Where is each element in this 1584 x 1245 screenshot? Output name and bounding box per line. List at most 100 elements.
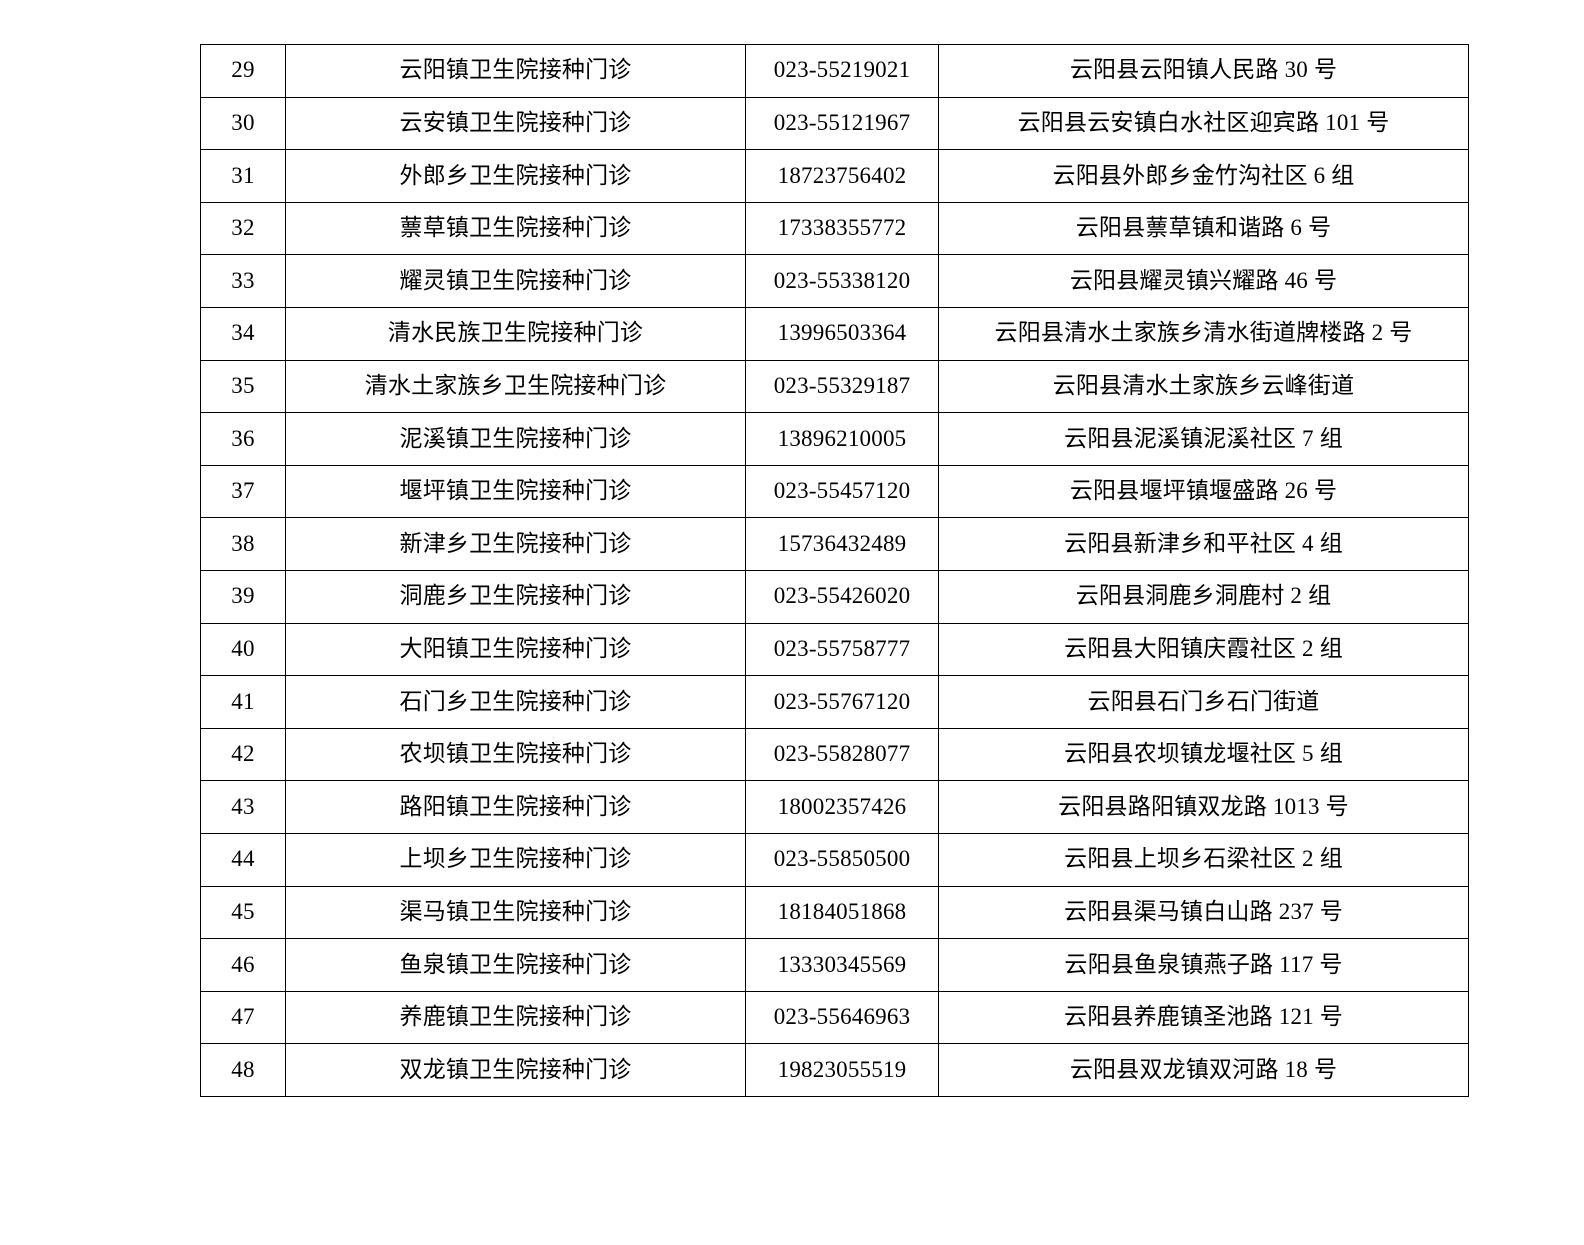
table-row: 39 洞鹿乡卫生院接种门诊 023-55426020 云阳县洞鹿乡洞鹿村 2 组 bbox=[200, 569, 1469, 624]
phone-number-cell: 13330345569 bbox=[745, 938, 939, 992]
clinic-name-cell: 蔈草镇卫生院接种门诊 bbox=[285, 201, 746, 256]
row-index-cell: 48 bbox=[200, 1043, 286, 1097]
phone-number-cell: 023-55850500 bbox=[745, 832, 939, 887]
row-index-cell: 41 bbox=[200, 675, 286, 729]
table-row: 43 路阳镇卫生院接种门诊 18002357426 云阳县路阳镇双龙路 1013 号 bbox=[200, 780, 1469, 834]
address-cell: 云阳县云阳镇人民路 30 号 bbox=[938, 44, 1469, 98]
row-index-cell: 47 bbox=[200, 990, 286, 1045]
clinic-name-cell: 养鹿镇卫生院接种门诊 bbox=[285, 990, 746, 1045]
row-index-cell: 37 bbox=[200, 464, 286, 519]
row-index-cell: 34 bbox=[200, 306, 286, 361]
table-row: 34 清水民族卫生院接种门诊 13996503364 云阳县清水土家族乡清水街道牌楼路… bbox=[200, 306, 1469, 361]
row-index-cell: 35 bbox=[200, 359, 286, 414]
row-index-cell: 43 bbox=[200, 780, 286, 834]
address-cell: 云阳县云安镇白水社区迎宾路 101 号 bbox=[938, 96, 1469, 151]
phone-number-cell: 13996503364 bbox=[745, 306, 939, 361]
phone-number-cell: 17338355772 bbox=[745, 201, 939, 256]
phone-number-cell: 023-55329187 bbox=[745, 359, 939, 414]
row-index-cell: 33 bbox=[200, 254, 286, 308]
table-row: 33 耀灵镇卫生院接种门诊 023-55338120 云阳县耀灵镇兴耀路 46 号 bbox=[200, 254, 1469, 308]
phone-number-cell: 023-55338120 bbox=[745, 254, 939, 308]
phone-number-cell: 18002357426 bbox=[745, 780, 939, 834]
vaccination-clinic-table-container: 29 云阳镇卫生院接种门诊 023-55219021 云阳县云阳镇人民路 30 号 30… bbox=[200, 44, 1469, 1097]
phone-number-cell: 023-55219021 bbox=[745, 44, 939, 98]
table-row: 38 新津乡卫生院接种门诊 15736432489 云阳县新津乡和平社区 4 组 bbox=[200, 517, 1469, 571]
address-cell: 云阳县外郎乡金竹沟社区 6 组 bbox=[938, 149, 1469, 203]
address-cell: 云阳县大阳镇庆霞社区 2 组 bbox=[938, 622, 1469, 677]
clinic-name-cell: 新津乡卫生院接种门诊 bbox=[285, 517, 746, 571]
row-index-cell: 32 bbox=[200, 201, 286, 256]
phone-number-cell: 19823055519 bbox=[745, 1043, 939, 1097]
row-index-cell: 29 bbox=[200, 44, 286, 98]
clinic-name-cell: 堰坪镇卫生院接种门诊 bbox=[285, 464, 746, 519]
address-cell: 云阳县石门乡石门街道 bbox=[938, 675, 1469, 729]
clinic-name-cell: 路阳镇卫生院接种门诊 bbox=[285, 780, 746, 834]
row-index-cell: 38 bbox=[200, 517, 286, 571]
address-cell: 云阳县新津乡和平社区 4 组 bbox=[938, 517, 1469, 571]
table-row: 30 云安镇卫生院接种门诊 023-55121967 云阳县云安镇白水社区迎宾路 10… bbox=[200, 96, 1469, 151]
table-row: 48 双龙镇卫生院接种门诊 19823055519 云阳县双龙镇双河路 18 号 bbox=[200, 1043, 1469, 1097]
row-index-cell: 45 bbox=[200, 885, 286, 940]
address-cell: 云阳县清水土家族乡清水街道牌楼路 2 号 bbox=[938, 306, 1469, 361]
clinic-name-cell: 渠马镇卫生院接种门诊 bbox=[285, 885, 746, 940]
table-row: 40 大阳镇卫生院接种门诊 023-55758777 云阳县大阳镇庆霞社区 2 组 bbox=[200, 622, 1469, 677]
table-body: 29 云阳镇卫生院接种门诊 023-55219021 云阳县云阳镇人民路 30 号 30… bbox=[200, 44, 1469, 1097]
phone-number-cell: 023-55646963 bbox=[745, 990, 939, 1045]
phone-number-cell: 18184051868 bbox=[745, 885, 939, 940]
clinic-name-cell: 农坝镇卫生院接种门诊 bbox=[285, 727, 746, 782]
phone-number-cell: 023-55758777 bbox=[745, 622, 939, 677]
clinic-name-cell: 洞鹿乡卫生院接种门诊 bbox=[285, 569, 746, 624]
phone-number-cell: 13896210005 bbox=[745, 412, 939, 466]
address-cell: 云阳县堰坪镇堰盛路 26 号 bbox=[938, 464, 1469, 519]
clinic-name-cell: 清水土家族乡卫生院接种门诊 bbox=[285, 359, 746, 414]
table-row: 35 清水土家族乡卫生院接种门诊 023-55329187 云阳县清水土家族乡云峰街道 bbox=[200, 359, 1469, 414]
phone-number-cell: 023-55767120 bbox=[745, 675, 939, 729]
clinic-name-cell: 清水民族卫生院接种门诊 bbox=[285, 306, 746, 361]
clinic-name-cell: 耀灵镇卫生院接种门诊 bbox=[285, 254, 746, 308]
table-row: 36 泥溪镇卫生院接种门诊 13896210005 云阳县泥溪镇泥溪社区 7 组 bbox=[200, 412, 1469, 466]
phone-number-cell: 023-55121967 bbox=[745, 96, 939, 151]
row-index-cell: 44 bbox=[200, 832, 286, 887]
row-index-cell: 42 bbox=[200, 727, 286, 782]
table-row: 41 石门乡卫生院接种门诊 023-55767120 云阳县石门乡石门街道 bbox=[200, 675, 1469, 729]
address-cell: 云阳县耀灵镇兴耀路 46 号 bbox=[938, 254, 1469, 308]
address-cell: 云阳县农坝镇龙堰社区 5 组 bbox=[938, 727, 1469, 782]
address-cell: 云阳县上坝乡石梁社区 2 组 bbox=[938, 832, 1469, 887]
address-cell: 云阳县养鹿镇圣池路 121 号 bbox=[938, 990, 1469, 1045]
phone-number-cell: 15736432489 bbox=[745, 517, 939, 571]
address-cell: 云阳县双龙镇双河路 18 号 bbox=[938, 1043, 1469, 1097]
table-row: 31 外郎乡卫生院接种门诊 18723756402 云阳县外郎乡金竹沟社区 6 组 bbox=[200, 149, 1469, 203]
phone-number-cell: 18723756402 bbox=[745, 149, 939, 203]
vaccination-clinic-table: 29 云阳镇卫生院接种门诊 023-55219021 云阳县云阳镇人民路 30 号 30… bbox=[200, 44, 1469, 1097]
row-index-cell: 31 bbox=[200, 149, 286, 203]
address-cell: 云阳县蔈草镇和谐路 6 号 bbox=[938, 201, 1469, 256]
address-cell: 云阳县路阳镇双龙路 1013 号 bbox=[938, 780, 1469, 834]
row-index-cell: 40 bbox=[200, 622, 286, 677]
clinic-name-cell: 鱼泉镇卫生院接种门诊 bbox=[285, 938, 746, 992]
address-cell: 云阳县清水土家族乡云峰街道 bbox=[938, 359, 1469, 414]
clinic-name-cell: 云安镇卫生院接种门诊 bbox=[285, 96, 746, 151]
clinic-name-cell: 上坝乡卫生院接种门诊 bbox=[285, 832, 746, 887]
clinic-name-cell: 云阳镇卫生院接种门诊 bbox=[285, 44, 746, 98]
phone-number-cell: 023-55426020 bbox=[745, 569, 939, 624]
row-index-cell: 36 bbox=[200, 412, 286, 466]
phone-number-cell: 023-55457120 bbox=[745, 464, 939, 519]
phone-number-cell: 023-55828077 bbox=[745, 727, 939, 782]
table-row: 45 渠马镇卫生院接种门诊 18184051868 云阳县渠马镇白山路 237 号 bbox=[200, 885, 1469, 940]
table-row: 47 养鹿镇卫生院接种门诊 023-55646963 云阳县养鹿镇圣池路 121 号 bbox=[200, 990, 1469, 1045]
address-cell: 云阳县鱼泉镇燕子路 117 号 bbox=[938, 938, 1469, 992]
clinic-name-cell: 石门乡卫生院接种门诊 bbox=[285, 675, 746, 729]
row-index-cell: 46 bbox=[200, 938, 286, 992]
row-index-cell: 39 bbox=[200, 569, 286, 624]
table-row: 42 农坝镇卫生院接种门诊 023-55828077 云阳县农坝镇龙堰社区 5 组 bbox=[200, 727, 1469, 782]
table-row: 32 蔈草镇卫生院接种门诊 17338355772 云阳县蔈草镇和谐路 6 号 bbox=[200, 201, 1469, 256]
clinic-name-cell: 外郎乡卫生院接种门诊 bbox=[285, 149, 746, 203]
clinic-name-cell: 双龙镇卫生院接种门诊 bbox=[285, 1043, 746, 1097]
address-cell: 云阳县泥溪镇泥溪社区 7 组 bbox=[938, 412, 1469, 466]
table-row: 29 云阳镇卫生院接种门诊 023-55219021 云阳县云阳镇人民路 30 号 bbox=[200, 44, 1469, 98]
row-index-cell: 30 bbox=[200, 96, 286, 151]
address-cell: 云阳县洞鹿乡洞鹿村 2 组 bbox=[938, 569, 1469, 624]
table-row: 44 上坝乡卫生院接种门诊 023-55850500 云阳县上坝乡石梁社区 2 组 bbox=[200, 832, 1469, 887]
clinic-name-cell: 泥溪镇卫生院接种门诊 bbox=[285, 412, 746, 466]
clinic-name-cell: 大阳镇卫生院接种门诊 bbox=[285, 622, 746, 677]
